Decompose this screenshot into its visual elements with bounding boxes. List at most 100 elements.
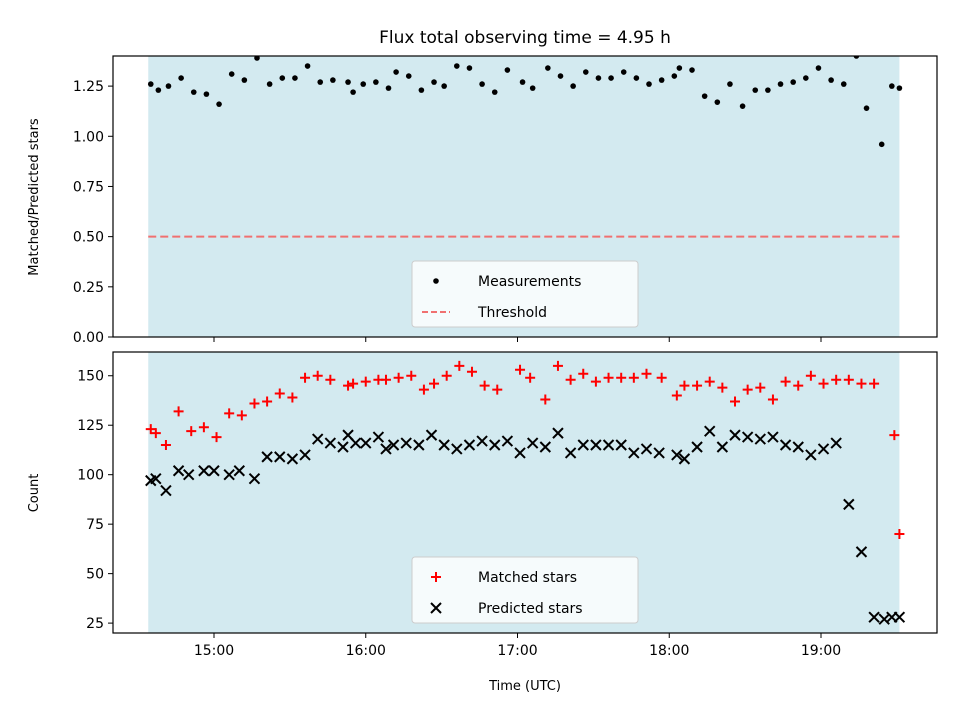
data-point bbox=[413, 439, 425, 451]
data-point bbox=[350, 89, 356, 95]
x-tick-label: 15:00 bbox=[194, 643, 234, 659]
data-point bbox=[441, 83, 447, 89]
data-point bbox=[578, 368, 589, 379]
y-tick-label: 50 bbox=[86, 567, 104, 583]
data-point bbox=[373, 79, 379, 85]
data-point bbox=[349, 437, 362, 449]
data-point bbox=[545, 65, 551, 71]
data-point bbox=[431, 79, 437, 85]
data-point bbox=[894, 529, 905, 540]
data-point bbox=[466, 366, 477, 377]
data-point bbox=[385, 85, 392, 91]
data-point bbox=[425, 429, 438, 441]
data-point bbox=[150, 472, 162, 485]
data-point bbox=[529, 85, 536, 91]
data-point bbox=[190, 89, 197, 95]
data-point bbox=[261, 451, 273, 463]
data-point bbox=[429, 378, 440, 389]
legend-label: Predicted stars bbox=[478, 601, 583, 617]
data-point bbox=[451, 443, 463, 455]
top-axes-frame bbox=[112, 55, 938, 338]
y-tick-label: 125 bbox=[77, 418, 104, 434]
data-point bbox=[299, 449, 311, 461]
data-point bbox=[805, 449, 817, 461]
data-point bbox=[754, 433, 767, 445]
data-point bbox=[570, 83, 576, 89]
data-point bbox=[233, 465, 245, 477]
data-point bbox=[504, 67, 511, 73]
data-point bbox=[312, 370, 323, 381]
bottom-axes-frame bbox=[112, 351, 938, 634]
data-point bbox=[539, 441, 552, 453]
bottom-series-matched-stars bbox=[145, 360, 905, 540]
y-tick-label: 0.25 bbox=[73, 280, 104, 296]
data-point bbox=[676, 65, 683, 71]
data-point bbox=[540, 394, 551, 405]
data-point bbox=[145, 424, 156, 435]
data-point bbox=[345, 79, 351, 85]
data-point bbox=[704, 376, 715, 387]
data-point bbox=[515, 364, 526, 375]
data-point bbox=[582, 69, 589, 75]
data-point bbox=[198, 422, 209, 433]
data-point bbox=[780, 376, 791, 387]
data-point bbox=[228, 71, 235, 77]
y-tick-label: 1.00 bbox=[73, 129, 104, 145]
data-point bbox=[602, 439, 615, 451]
data-point bbox=[274, 451, 286, 463]
data-point bbox=[608, 75, 614, 81]
data-point bbox=[742, 384, 753, 395]
data-point bbox=[889, 83, 895, 89]
data-point bbox=[830, 437, 842, 449]
data-point bbox=[628, 447, 640, 459]
data-point bbox=[739, 103, 746, 109]
data-point bbox=[526, 437, 539, 449]
data-point bbox=[400, 437, 412, 449]
data-point bbox=[223, 468, 235, 481]
data-point bbox=[679, 380, 690, 391]
y-tick-label: 75 bbox=[86, 517, 104, 533]
data-point bbox=[248, 472, 261, 485]
data-point bbox=[779, 439, 792, 451]
data-point bbox=[241, 77, 248, 83]
data-point bbox=[767, 394, 778, 405]
bottom-legend: Matched stars Predicted stars bbox=[411, 556, 639, 624]
data-point bbox=[767, 431, 779, 443]
data-point bbox=[595, 75, 602, 81]
data-point bbox=[689, 67, 695, 73]
data-point bbox=[878, 141, 885, 148]
data-point bbox=[525, 372, 536, 383]
data-point bbox=[325, 374, 336, 385]
data-point bbox=[641, 368, 652, 379]
data-point bbox=[479, 380, 490, 391]
y-tick-label: 1.25 bbox=[73, 79, 104, 95]
data-point bbox=[640, 443, 653, 455]
top-series-measurements bbox=[147, 56, 903, 148]
data-point bbox=[343, 380, 354, 391]
data-point bbox=[406, 370, 417, 381]
data-point bbox=[727, 81, 733, 87]
data-point bbox=[633, 75, 640, 81]
data-point bbox=[828, 77, 834, 83]
data-point bbox=[160, 484, 172, 497]
data-point bbox=[777, 81, 784, 87]
data-point bbox=[236, 410, 247, 421]
top-chart-panel: 0.00 0.25 0.50 0.75 1.00 1.25 Measurements Thre… bbox=[73, 55, 938, 346]
data-point bbox=[173, 406, 184, 417]
data-point bbox=[380, 443, 392, 455]
data-point bbox=[805, 370, 816, 381]
data-point bbox=[577, 439, 589, 451]
data-point bbox=[818, 378, 829, 389]
y-tick-label: 0.50 bbox=[73, 230, 104, 246]
data-point bbox=[843, 498, 855, 511]
data-point bbox=[317, 79, 324, 85]
data-point bbox=[266, 81, 273, 87]
data-point bbox=[418, 384, 429, 395]
bottom-chart-panel: 25 50 75 100 125 150 15:00 16:00 17:00 18:00 19:00… bbox=[77, 351, 938, 659]
data-point bbox=[646, 81, 652, 87]
data-point bbox=[803, 75, 809, 81]
x-tick-label: 17:00 bbox=[497, 643, 537, 659]
legend-marker bbox=[430, 602, 442, 614]
data-point bbox=[752, 87, 759, 93]
